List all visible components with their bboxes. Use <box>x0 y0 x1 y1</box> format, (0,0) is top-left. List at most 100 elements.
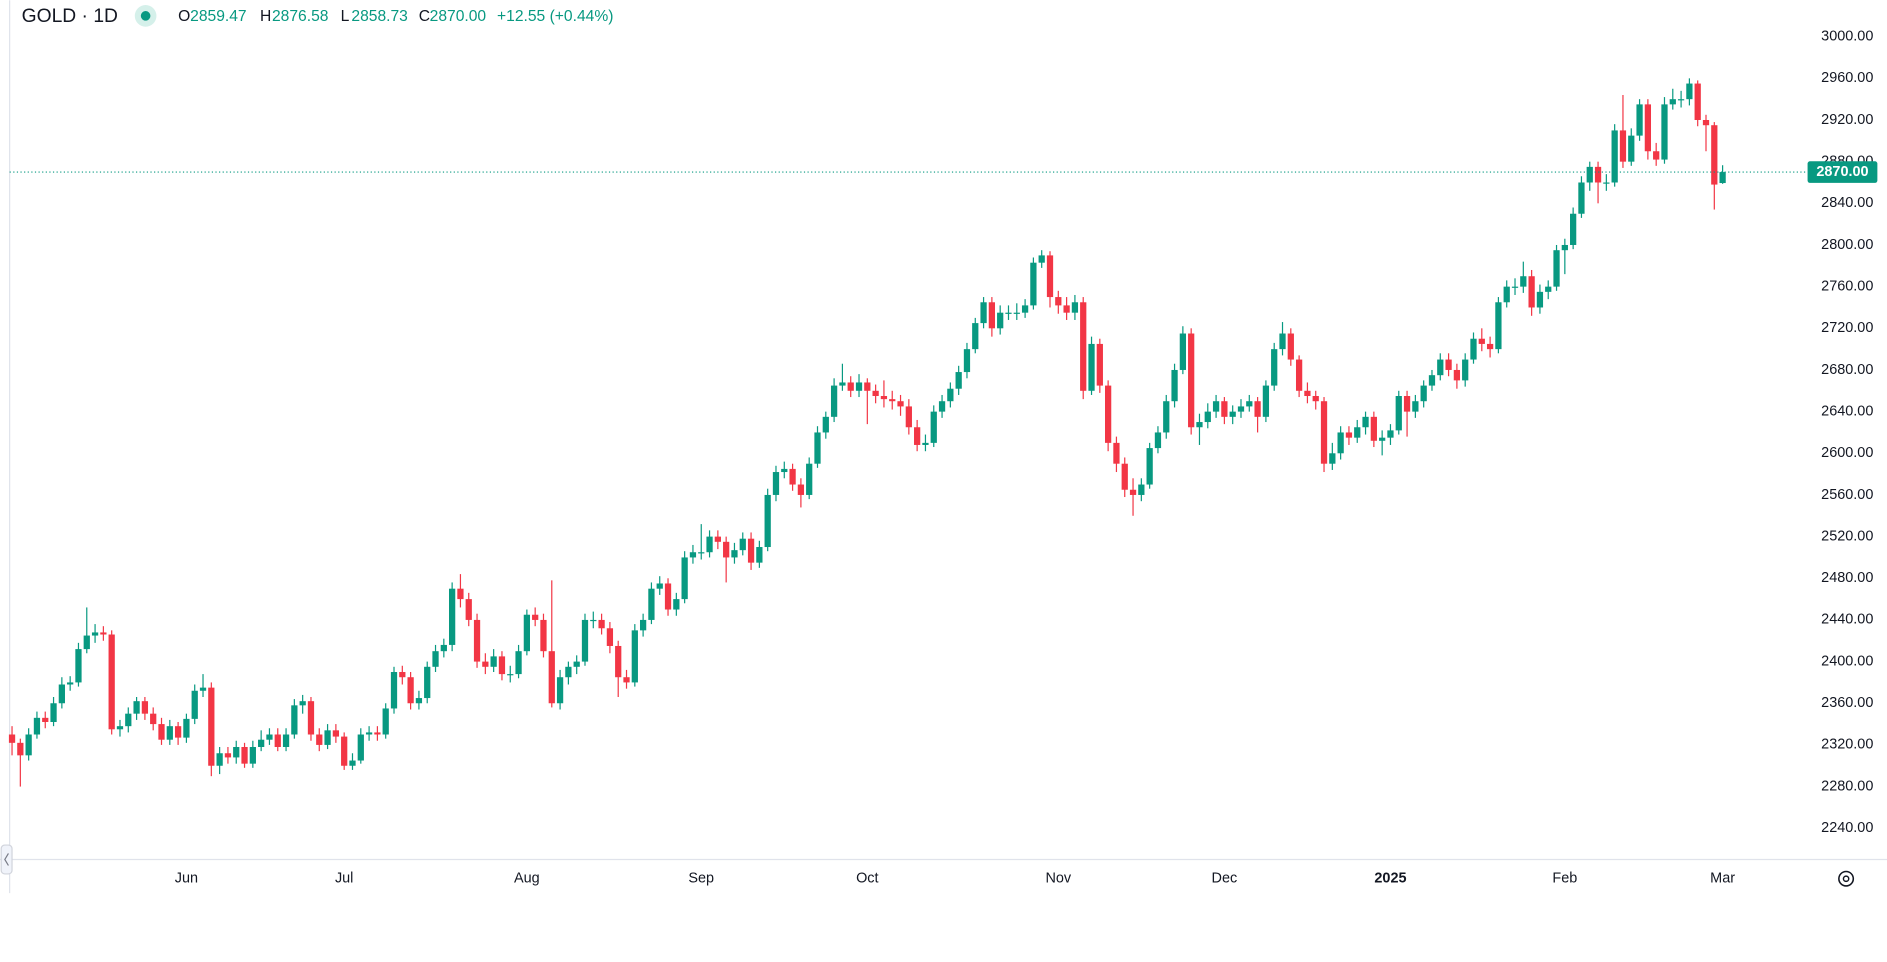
candle-body <box>839 382 846 386</box>
y-tick-label: 2560.00 <box>1821 487 1873 503</box>
candle-body <box>764 494 771 548</box>
candle-body <box>1129 489 1137 495</box>
candle-body <box>17 742 24 756</box>
candle-body <box>1254 401 1261 417</box>
candle-body <box>1636 104 1643 136</box>
candle-body <box>565 666 572 678</box>
candle-body <box>1196 422 1203 428</box>
candle-body <box>390 672 398 709</box>
candle-body <box>1677 99 1685 101</box>
candle-body <box>1354 427 1361 438</box>
y-tick-label: 2680.00 <box>1821 362 1873 378</box>
candle-body <box>8 734 16 743</box>
ohlc-key: L <box>341 8 350 25</box>
candle-body <box>1055 297 1062 306</box>
candle-body <box>116 726 124 730</box>
candle-body <box>1204 411 1211 423</box>
candle-body <box>1345 432 1353 438</box>
candle-body <box>698 552 705 554</box>
candle-body <box>897 401 904 407</box>
candle-body <box>864 382 871 391</box>
candle-body <box>806 463 813 495</box>
candle-body <box>1271 349 1278 386</box>
candle-body <box>473 619 481 662</box>
candle-body <box>556 677 564 704</box>
candle-body <box>1603 182 1610 184</box>
candle-body <box>1038 255 1045 263</box>
candle-body <box>1495 302 1502 350</box>
candle-body <box>664 583 672 610</box>
candle-body <box>1453 369 1461 381</box>
candle-body <box>1154 432 1162 449</box>
candle-body <box>266 734 273 740</box>
ohlc-key: C <box>419 8 430 25</box>
candle-body <box>930 411 937 443</box>
candle-body <box>747 538 755 563</box>
candle-body <box>1080 302 1087 391</box>
x-tick-label: Nov <box>1045 871 1071 887</box>
candle-body <box>1229 411 1236 417</box>
candle-body <box>1312 396 1319 402</box>
ohlc-value: 2876.58 <box>272 8 329 25</box>
candle-body <box>947 388 954 402</box>
candle-body <box>955 372 962 389</box>
scroll-left-icon <box>4 853 9 866</box>
candle-body <box>756 547 763 563</box>
candle-body <box>1046 255 1054 298</box>
settings-button[interactable] <box>1838 870 1855 887</box>
y-tick-label: 2800.00 <box>1821 237 1873 253</box>
candle-body <box>382 708 389 735</box>
candle-body <box>1553 250 1560 287</box>
candle-body <box>731 550 738 558</box>
candle-body <box>540 619 547 652</box>
candle-body <box>1212 401 1220 412</box>
candle-body <box>523 614 530 652</box>
candle-body <box>648 588 655 620</box>
candle-body <box>1096 343 1103 386</box>
x-tick-label: Sep <box>688 871 714 887</box>
y-tick-label: 2480.00 <box>1821 570 1873 586</box>
y-tick-label: 2320.00 <box>1821 737 1873 753</box>
candle-body <box>1702 119 1710 126</box>
candle-body <box>532 614 539 620</box>
candle-body <box>1320 401 1328 464</box>
candle-body <box>1403 396 1411 412</box>
candle-body <box>830 385 838 417</box>
candle-body <box>880 396 888 400</box>
x-tick-label: Oct <box>856 871 878 887</box>
candle-body <box>1719 172 1726 184</box>
candle-body <box>1545 286 1552 292</box>
candle-body <box>507 674 514 676</box>
candle-body <box>1420 385 1427 402</box>
candle-body <box>1428 375 1436 386</box>
ohlc-value: 2858.73 <box>351 8 407 25</box>
candle-body <box>1503 286 1510 303</box>
scroll-left-button[interactable] <box>0 844 13 875</box>
candle-body <box>548 651 555 704</box>
candle-body <box>1071 302 1079 313</box>
candle-body <box>972 323 979 350</box>
candle-body <box>75 649 82 683</box>
candle-body <box>905 406 912 428</box>
candle-body <box>365 732 373 735</box>
y-tick-label: 2240.00 <box>1821 820 1873 836</box>
candle-body <box>781 468 788 473</box>
candle-body <box>1619 130 1627 162</box>
y-tick-label: 2920.00 <box>1821 112 1873 128</box>
candle-body <box>980 302 987 324</box>
candle-body <box>498 656 506 675</box>
x-tick-label: Dec <box>1212 871 1238 887</box>
candle-body <box>1005 312 1012 314</box>
x-tick-label: 2025 <box>1374 871 1406 887</box>
candle-body <box>855 382 863 391</box>
candle-body <box>482 661 489 667</box>
candle-body <box>623 677 630 683</box>
candle-body <box>42 717 49 723</box>
candle-body <box>108 634 115 730</box>
y-tick-label: 2400.00 <box>1821 653 1873 669</box>
candle-body <box>598 619 605 629</box>
candle-body <box>573 661 580 667</box>
